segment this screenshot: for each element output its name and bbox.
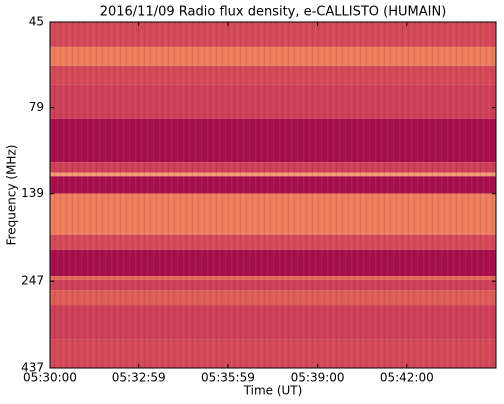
texture — [50, 22, 496, 368]
y-tick-label: 45 — [29, 15, 44, 29]
plot-frame — [49, 21, 497, 369]
y-tick-label: 247 — [21, 274, 44, 288]
y-tick-label: 437 — [21, 361, 44, 375]
y-axis-label: Frequency (MHz) — [5, 145, 19, 246]
x-tick-label: 05:35:59 — [201, 371, 255, 385]
x-tick-label: 05:32:59 — [112, 371, 166, 385]
x-tick-label: 05:39:00 — [291, 371, 345, 385]
plot-area — [50, 22, 496, 368]
chart-title: 2016/11/09 Radio flux density, e-CALLIST… — [100, 5, 447, 20]
x-tick-label: 05:42:00 — [380, 371, 434, 385]
y-tick-label: 139 — [21, 186, 44, 200]
x-tick-label: 05:30:00 — [23, 371, 77, 385]
x-axis-label: Time (UT) — [243, 384, 303, 398]
y-tick-label: 79 — [29, 100, 44, 114]
